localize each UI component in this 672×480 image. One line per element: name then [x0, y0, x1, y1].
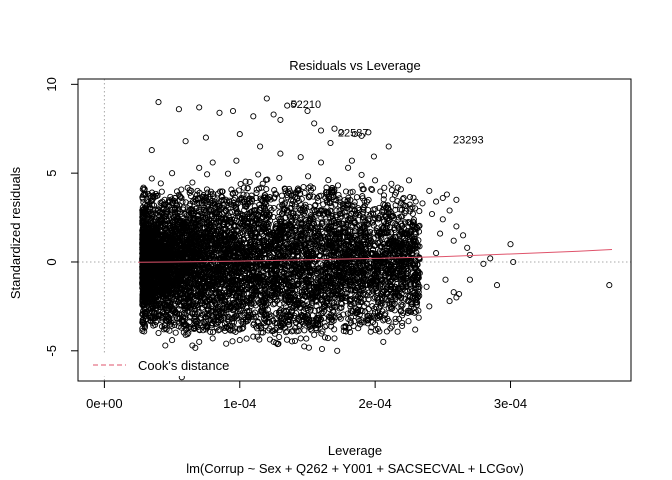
data-point: [321, 334, 329, 341]
data-point: [355, 292, 362, 299]
data-point: [382, 310, 389, 317]
data-point: [211, 198, 218, 205]
data-point: [242, 178, 249, 185]
data-point: [342, 188, 350, 195]
data-point: [207, 328, 214, 335]
data-point: [397, 206, 404, 213]
data-point: [327, 200, 334, 207]
data-point: [189, 179, 196, 186]
data-point: [392, 206, 399, 213]
data-point: [347, 197, 354, 204]
data-point: [160, 326, 167, 333]
data-point: [369, 186, 376, 193]
data-point: [324, 234, 331, 241]
data-point: [251, 320, 258, 327]
data-point: [399, 319, 406, 326]
data-point: [319, 245, 326, 253]
data-point: [307, 183, 314, 190]
data-point: [329, 284, 336, 291]
point-cloud: [139, 153, 423, 381]
data-point: [409, 210, 416, 217]
data-point: [416, 208, 423, 215]
chart-subtitle: lm(Corrup ~ Sex + Q262 + Y001 + SACSECVA…: [186, 461, 524, 476]
data-point: [209, 329, 217, 336]
data-point: [398, 303, 405, 310]
data-point: [146, 192, 153, 199]
data-point: [321, 323, 328, 330]
data-point: [406, 194, 414, 201]
data-point: [312, 201, 319, 208]
data-point: [320, 300, 327, 307]
data-point: [302, 282, 309, 289]
data-point: [235, 187, 242, 194]
data-point: [239, 325, 246, 332]
data-point: [157, 180, 164, 187]
data-point: [324, 335, 332, 342]
data-point: [349, 188, 356, 195]
chart-title: Residuals vs Leverage: [289, 58, 421, 73]
data-point: [387, 325, 394, 332]
data-point: [175, 206, 182, 213]
data-point: [365, 196, 372, 203]
data-point: [337, 315, 344, 322]
data-point: [412, 205, 419, 212]
data-point: [240, 191, 247, 198]
data-point: [309, 207, 316, 214]
data-point: [277, 307, 284, 314]
data-point: [156, 209, 163, 216]
data-point: [376, 204, 383, 211]
data-point: [229, 190, 237, 197]
data-point: [374, 308, 381, 315]
data-point: [291, 337, 299, 344]
data-point: [360, 287, 367, 294]
data-point: [404, 307, 411, 314]
data-point: [360, 206, 367, 213]
data-point: [240, 184, 247, 191]
data-point: [343, 290, 350, 297]
data-point: [347, 328, 354, 336]
data-point: [381, 316, 388, 323]
data-point: [228, 186, 235, 193]
data-point: [276, 174, 283, 181]
data-point: [217, 188, 224, 195]
data-point: [331, 326, 338, 333]
data-point: [416, 243, 423, 250]
data-point: [238, 194, 245, 201]
data-point: [415, 314, 422, 321]
data-point: [250, 300, 257, 307]
data-point: [204, 171, 211, 178]
data-point: [271, 319, 278, 327]
data-point: [381, 184, 388, 191]
data-point: [399, 322, 406, 330]
data-point: [374, 296, 382, 303]
data-point: [180, 206, 187, 213]
data-point: [145, 199, 152, 206]
data-point: [337, 214, 344, 221]
x-axis-label: Leverage: [328, 443, 382, 458]
data-point: [167, 321, 174, 328]
y-axis-label: Standardized residuals: [8, 166, 23, 299]
data-point: [405, 318, 412, 325]
data-point: [162, 325, 169, 332]
data-point: [245, 295, 252, 302]
data-point: [282, 329, 290, 336]
data-point: [273, 339, 280, 346]
data-point: [323, 322, 330, 329]
data-point: [395, 315, 403, 322]
data-point: [391, 300, 398, 307]
data-point: [251, 203, 258, 210]
data-point: [301, 189, 308, 196]
data-point: [380, 192, 388, 199]
data-point: [388, 323, 395, 330]
data-point: [370, 153, 377, 160]
data-point: [305, 173, 312, 180]
data-point: [263, 186, 270, 193]
data-point: [176, 202, 183, 209]
